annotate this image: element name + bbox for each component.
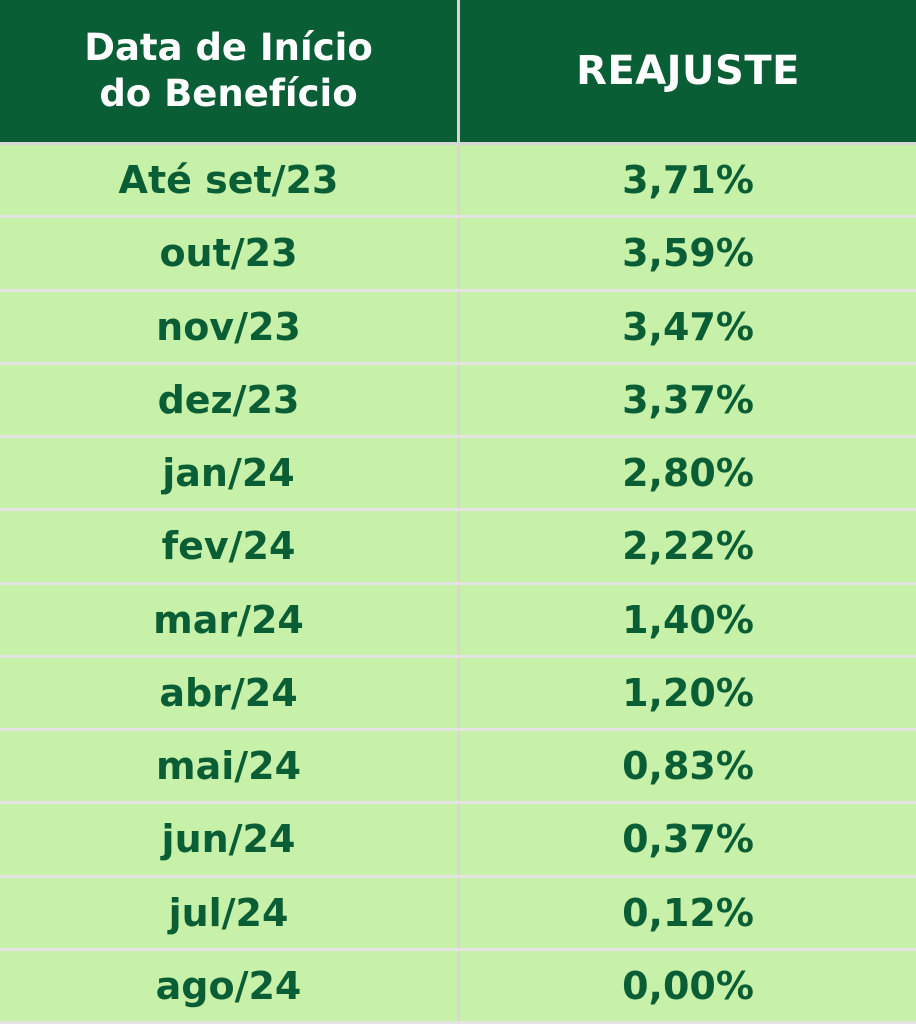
date-cell: jul/24	[0, 877, 457, 948]
adjustment-cell: 2,80%	[460, 438, 916, 509]
date-cell: jun/24	[0, 804, 457, 875]
date-cell: fev/24	[0, 511, 457, 582]
column-divider	[457, 438, 460, 509]
column-divider	[457, 511, 460, 582]
column-divider	[457, 364, 460, 435]
date-cell: nov/23	[0, 291, 457, 362]
table-row: mar/24 1,40%	[0, 584, 916, 658]
column-divider	[457, 584, 460, 655]
table-body: Até set/23 3,71% out/23 3,59% nov/23 3,4…	[0, 145, 916, 1024]
date-cell: ago/24	[0, 950, 457, 1021]
adjustment-cell: 1,20%	[460, 657, 916, 728]
header-start-date-line2: do Benefício	[99, 72, 358, 115]
adjustment-cell: 3,59%	[460, 218, 916, 289]
date-cell: mar/24	[0, 584, 457, 655]
table-row: jan/24 2,80%	[0, 438, 916, 511]
column-divider	[457, 657, 460, 728]
adjustment-cell: 3,47%	[460, 291, 916, 362]
adjustment-cell: 2,22%	[460, 511, 916, 582]
adjustment-cell: 0,12%	[460, 877, 916, 948]
adjustment-cell: 1,40%	[460, 584, 916, 655]
table-row: nov/23 3,47%	[0, 291, 916, 365]
adjustment-cell: 3,37%	[460, 364, 916, 435]
table-row: jul/24 0,12%	[0, 877, 916, 951]
column-divider	[457, 0, 460, 142]
adjustment-cell: 3,71%	[460, 145, 916, 216]
table-row: fev/24 2,22%	[0, 511, 916, 584]
adjustment-cell: 0,37%	[460, 804, 916, 875]
header-adjustment: REAJUSTE	[460, 0, 916, 142]
date-cell: jan/24	[0, 438, 457, 509]
date-cell: abr/24	[0, 657, 457, 728]
date-cell: mai/24	[0, 731, 457, 802]
date-cell: out/23	[0, 218, 457, 289]
table-row: dez/23 3,37%	[0, 364, 916, 438]
adjustment-cell: 0,83%	[460, 731, 916, 802]
column-divider	[457, 291, 460, 362]
date-cell: dez/23	[0, 364, 457, 435]
column-divider	[457, 804, 460, 875]
table-row: jun/24 0,37%	[0, 804, 916, 877]
table-row: abr/24 1,20%	[0, 657, 916, 731]
adjustment-cell: 0,00%	[460, 950, 916, 1021]
table-row: out/23 3,59%	[0, 218, 916, 291]
column-divider	[457, 950, 460, 1021]
column-divider	[457, 145, 460, 216]
table-header: Data de Início do Benefício REAJUSTE	[0, 0, 916, 145]
column-divider	[457, 731, 460, 802]
column-divider	[457, 877, 460, 948]
table-row: Até set/23 3,71%	[0, 145, 916, 218]
date-cell: Até set/23	[0, 145, 457, 216]
header-start-date: Data de Início do Benefício	[0, 0, 457, 142]
table-row: mai/24 0,83%	[0, 731, 916, 804]
header-start-date-line1: Data de Início	[84, 26, 373, 69]
column-divider	[457, 218, 460, 289]
table-row: ago/24 0,00%	[0, 950, 916, 1024]
